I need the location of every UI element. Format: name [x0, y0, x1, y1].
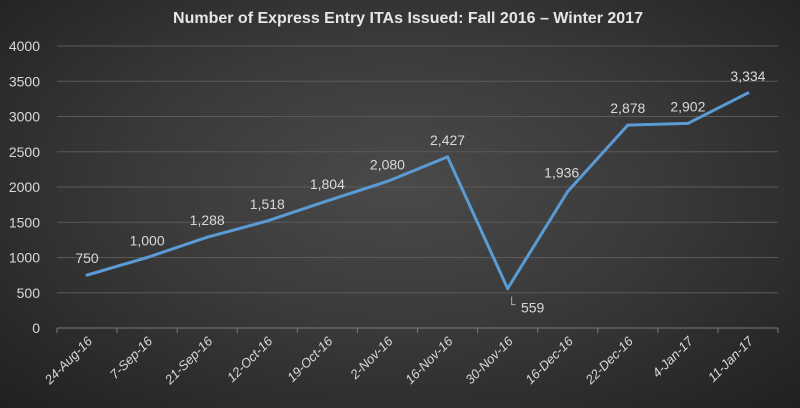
x-tick-label: 7-Sep-16 — [107, 333, 156, 382]
y-tick-label: 2500 — [9, 144, 40, 160]
data-point — [265, 219, 269, 223]
y-tick-label: 2000 — [9, 179, 40, 195]
data-label: 2,878 — [610, 100, 645, 116]
y-tick-label: 1000 — [9, 250, 40, 266]
chart-title: Number of Express Entry ITAs Issued: Fal… — [173, 10, 643, 27]
x-tick-label: 24-Aug-16 — [41, 333, 96, 388]
data-point — [626, 123, 630, 127]
data-point — [145, 256, 149, 259]
x-tick-label: 22-Dec-16 — [582, 333, 637, 388]
x-tick-label: 19-Oct-16 — [284, 333, 336, 385]
data-label: 2,902 — [670, 98, 705, 114]
x-tick-label: 16-Dec-16 — [522, 333, 576, 387]
data-label: 1,000 — [130, 233, 165, 249]
data-point — [385, 179, 389, 183]
y-tick-label: 4000 — [9, 38, 40, 54]
leader-line — [511, 296, 516, 306]
x-tick-label: 11-Jan-17 — [705, 333, 757, 385]
data-point — [686, 121, 690, 125]
data-point — [746, 91, 750, 95]
data-label: 2,427 — [430, 132, 465, 148]
y-tick-label: 0 — [32, 320, 40, 336]
data-label: 1,288 — [190, 212, 225, 228]
data-label: 559 — [521, 300, 545, 316]
y-tick-label: 1500 — [9, 214, 40, 230]
data-point — [446, 155, 450, 159]
data-point — [85, 273, 89, 277]
x-tick-label: 12-Oct-16 — [224, 333, 276, 385]
x-tick-label: 30-Nov-16 — [462, 333, 516, 387]
y-tick-label: 3500 — [9, 73, 40, 89]
data-label: 750 — [75, 250, 99, 266]
x-tick-label: 2-Nov-16 — [346, 333, 396, 383]
data-label: 3,334 — [730, 68, 765, 84]
data-point — [506, 287, 510, 291]
data-point — [205, 235, 209, 239]
y-tick-label: 500 — [17, 285, 41, 301]
data-point — [325, 199, 329, 203]
data-label: 1,518 — [250, 196, 285, 212]
x-tick-label: 4-Jan-17 — [649, 333, 696, 380]
data-label: 1,804 — [310, 176, 345, 192]
series-line — [86, 91, 749, 291]
data-label: 1,936 — [544, 165, 579, 181]
x-tick-label: 21-Sep-16 — [161, 333, 216, 388]
x-tick-label: 16-Nov-16 — [402, 333, 456, 387]
y-tick-label: 3000 — [9, 109, 40, 125]
data-point — [566, 190, 570, 194]
data-label: 2,080 — [370, 156, 405, 172]
